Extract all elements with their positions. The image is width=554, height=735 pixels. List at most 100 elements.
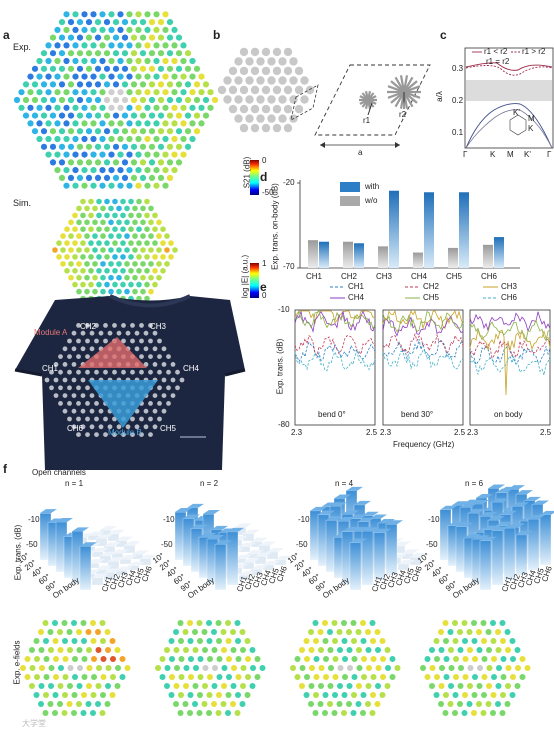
exp-field-dot	[54, 120, 61, 127]
efield-dot	[438, 683, 445, 689]
sim-field-dot	[88, 268, 94, 274]
shirt-resonator-dot	[76, 432, 81, 437]
exp-field-dot	[76, 112, 84, 119]
sim-field-dot	[144, 212, 150, 219]
efield-dot	[221, 647, 227, 653]
exp-field-dot	[144, 151, 151, 158]
exp-field-dot	[112, 81, 120, 88]
c-xtick-4: K'	[524, 150, 531, 159]
efield-dot	[206, 692, 213, 698]
exp-field-dot	[157, 19, 165, 26]
trans-curve-2	[294, 334, 376, 357]
efield-dot	[211, 683, 218, 689]
efield-dot	[24, 674, 31, 680]
efield-dot	[477, 665, 483, 671]
exp-field-dot	[58, 128, 66, 135]
sim-field-dot	[80, 226, 86, 232]
exp-field-dot	[148, 174, 156, 181]
bar-with	[389, 190, 399, 268]
efield-dot	[81, 674, 88, 680]
sim-field-dot	[72, 254, 78, 260]
sim-field-dot	[112, 198, 118, 205]
efield-dot	[331, 710, 338, 716]
exp-field-dot	[72, 89, 79, 96]
exp-field-dot	[18, 104, 25, 111]
trans-curve-4	[294, 310, 376, 333]
efield-dot	[216, 674, 223, 680]
exp-field-dot	[117, 104, 124, 111]
sim-field-dot	[128, 268, 134, 274]
efield-dot	[429, 683, 435, 689]
sim-field-dot	[164, 261, 170, 267]
f-bar-top	[346, 486, 363, 491]
exp-field-dot	[90, 73, 97, 80]
lattice-resonator	[234, 114, 243, 123]
efield-dot	[495, 647, 502, 653]
exp-field-dot	[31, 96, 39, 104]
legend-c-3: r1 = r2	[486, 57, 510, 66]
f-bar-top	[464, 499, 481, 504]
lattice-resonator	[261, 104, 271, 114]
shirt-resonator-dot	[71, 393, 77, 398]
efield-dot	[85, 701, 92, 707]
efield-dot	[211, 647, 218, 653]
efield-dot	[365, 629, 371, 635]
f-bar-top	[532, 500, 549, 505]
exp-field-dot	[202, 96, 210, 104]
shirt-resonator-dot	[44, 377, 50, 383]
exp-field-dot	[153, 42, 160, 49]
efield-dot	[58, 665, 64, 671]
f-bar-top	[56, 517, 73, 522]
efield-dot	[226, 674, 232, 680]
exp-field-dot	[108, 182, 115, 189]
sim-field-dot	[112, 268, 118, 274]
f-bar-top	[251, 565, 268, 570]
exp-field-dot	[76, 50, 84, 57]
efield-dot	[173, 701, 179, 707]
efield-dot	[24, 656, 31, 662]
exp-field-dot	[76, 81, 84, 88]
exp-field-dot	[90, 57, 97, 65]
efield-dot	[95, 629, 101, 635]
f-bar-top	[480, 536, 497, 541]
f-bar-top	[92, 573, 109, 578]
efield-dot	[61, 710, 68, 716]
exp-field-dot	[85, 19, 93, 26]
exp-field-dot	[153, 135, 160, 143]
exp-field-dot	[135, 182, 142, 189]
exp-field-dot	[184, 128, 192, 135]
exp-field-dot	[144, 26, 151, 33]
exp-field-dot	[166, 50, 174, 57]
efield-dot	[505, 647, 511, 653]
bar-wo	[413, 252, 423, 268]
exp-field-dot	[54, 73, 61, 80]
shirt-resonator-dot	[62, 408, 68, 414]
efield-dot	[235, 674, 242, 680]
exp-field-dot	[108, 151, 115, 158]
lattice-resonator	[267, 57, 276, 66]
exp-field-dot	[99, 135, 106, 143]
e-sub-2: bend 30°	[401, 410, 434, 419]
exp-field-dot	[36, 104, 43, 111]
efield-dot	[481, 674, 488, 680]
shirt-resonator-dot	[139, 338, 144, 344]
exp-field-dot	[117, 26, 124, 33]
trans-curve-1	[294, 341, 376, 363]
efield-dot	[389, 674, 396, 680]
sim-field-dot	[92, 219, 98, 226]
sim-field-dot	[80, 268, 86, 274]
e-xtick-5: 2.3	[467, 428, 479, 437]
exp-field-dot	[99, 89, 106, 96]
exp-field-dot	[130, 143, 138, 150]
lattice-resonator	[283, 85, 293, 95]
exp-field-dot	[157, 112, 165, 119]
a-label: a	[358, 148, 363, 157]
sim-field-dot	[76, 274, 82, 281]
exp-field-dot	[58, 143, 66, 150]
lattice-resonator	[278, 76, 287, 85]
exp-field-dot	[99, 167, 106, 174]
exp-field-dot	[49, 34, 57, 41]
exp-field-dot	[94, 81, 102, 88]
efield-dot	[485, 629, 492, 635]
shirt-resonator-dot	[170, 362, 176, 367]
